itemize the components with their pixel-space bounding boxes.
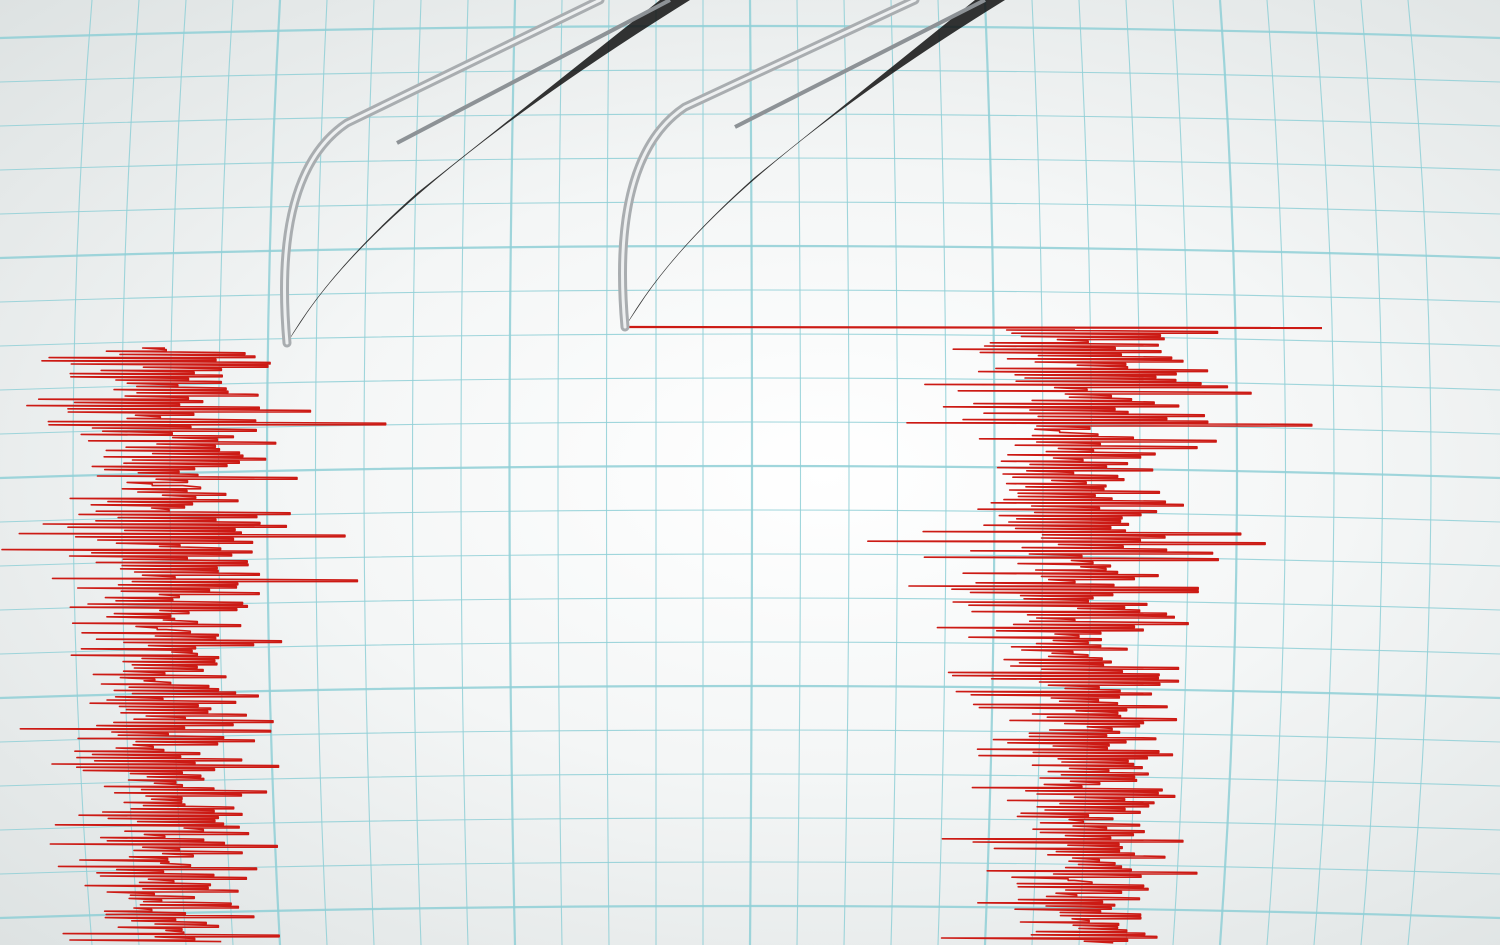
left-needle — [280, 0, 690, 348]
grid-line-vertical — [983, 0, 996, 945]
grid-line-vertical — [557, 0, 563, 945]
grid-line-vertical — [72, 0, 93, 945]
right-needle — [618, 0, 1005, 332]
grid-line-vertical — [265, 0, 282, 945]
grid-line-vertical — [1172, 0, 1190, 945]
grid-line-vertical — [363, 0, 375, 945]
seismic-traces — [1, 325, 1323, 944]
grid-line-vertical — [120, 0, 140, 945]
right-needle-highlight — [621, 0, 917, 329]
right-trace — [867, 329, 1313, 944]
grid-line-horizontal — [0, 641, 1500, 655]
grid-line-vertical — [890, 0, 899, 945]
grid-line-vertical — [796, 0, 802, 945]
grid-line-horizontal — [0, 201, 1500, 215]
grid-line-vertical — [1313, 0, 1335, 945]
grid-line-vertical — [843, 0, 850, 945]
grid-line-vertical — [460, 0, 469, 945]
left-needle-arm — [396, 0, 671, 145]
right-trace-baseline — [624, 325, 1323, 330]
grid-line-vertical — [937, 0, 947, 945]
grid-line-vertical — [411, 0, 422, 945]
grid-line-vertical — [1266, 0, 1287, 945]
right-trace-line — [867, 329, 1313, 944]
grid-line-horizontal — [0, 289, 1500, 303]
grid-line-horizontal — [0, 729, 1500, 743]
right-needle-arm — [734, 0, 986, 129]
grid-line-vertical — [1031, 0, 1044, 945]
grid-line-horizontal — [0, 377, 1500, 391]
grid-line-vertical — [605, 0, 610, 945]
grid-line-horizontal — [0, 464, 1500, 480]
left-trace-line — [1, 347, 387, 943]
left-trace — [1, 347, 387, 943]
grid-line-horizontal — [0, 244, 1500, 260]
left-needle-highlight — [283, 0, 602, 345]
grid-line-horizontal — [0, 421, 1500, 435]
right-needle-body — [618, 0, 920, 332]
grid-line-vertical — [1218, 0, 1239, 945]
grid-line-vertical — [1407, 0, 1432, 945]
grid-line-vertical — [748, 0, 754, 945]
grid-line-vertical — [508, 0, 517, 945]
grid-line-vertical — [1360, 0, 1384, 945]
grid-line-vertical — [702, 0, 705, 945]
stylus-needles — [280, 0, 1005, 348]
grid-line-horizontal — [0, 333, 1500, 347]
grid-line-vertical — [314, 0, 328, 945]
